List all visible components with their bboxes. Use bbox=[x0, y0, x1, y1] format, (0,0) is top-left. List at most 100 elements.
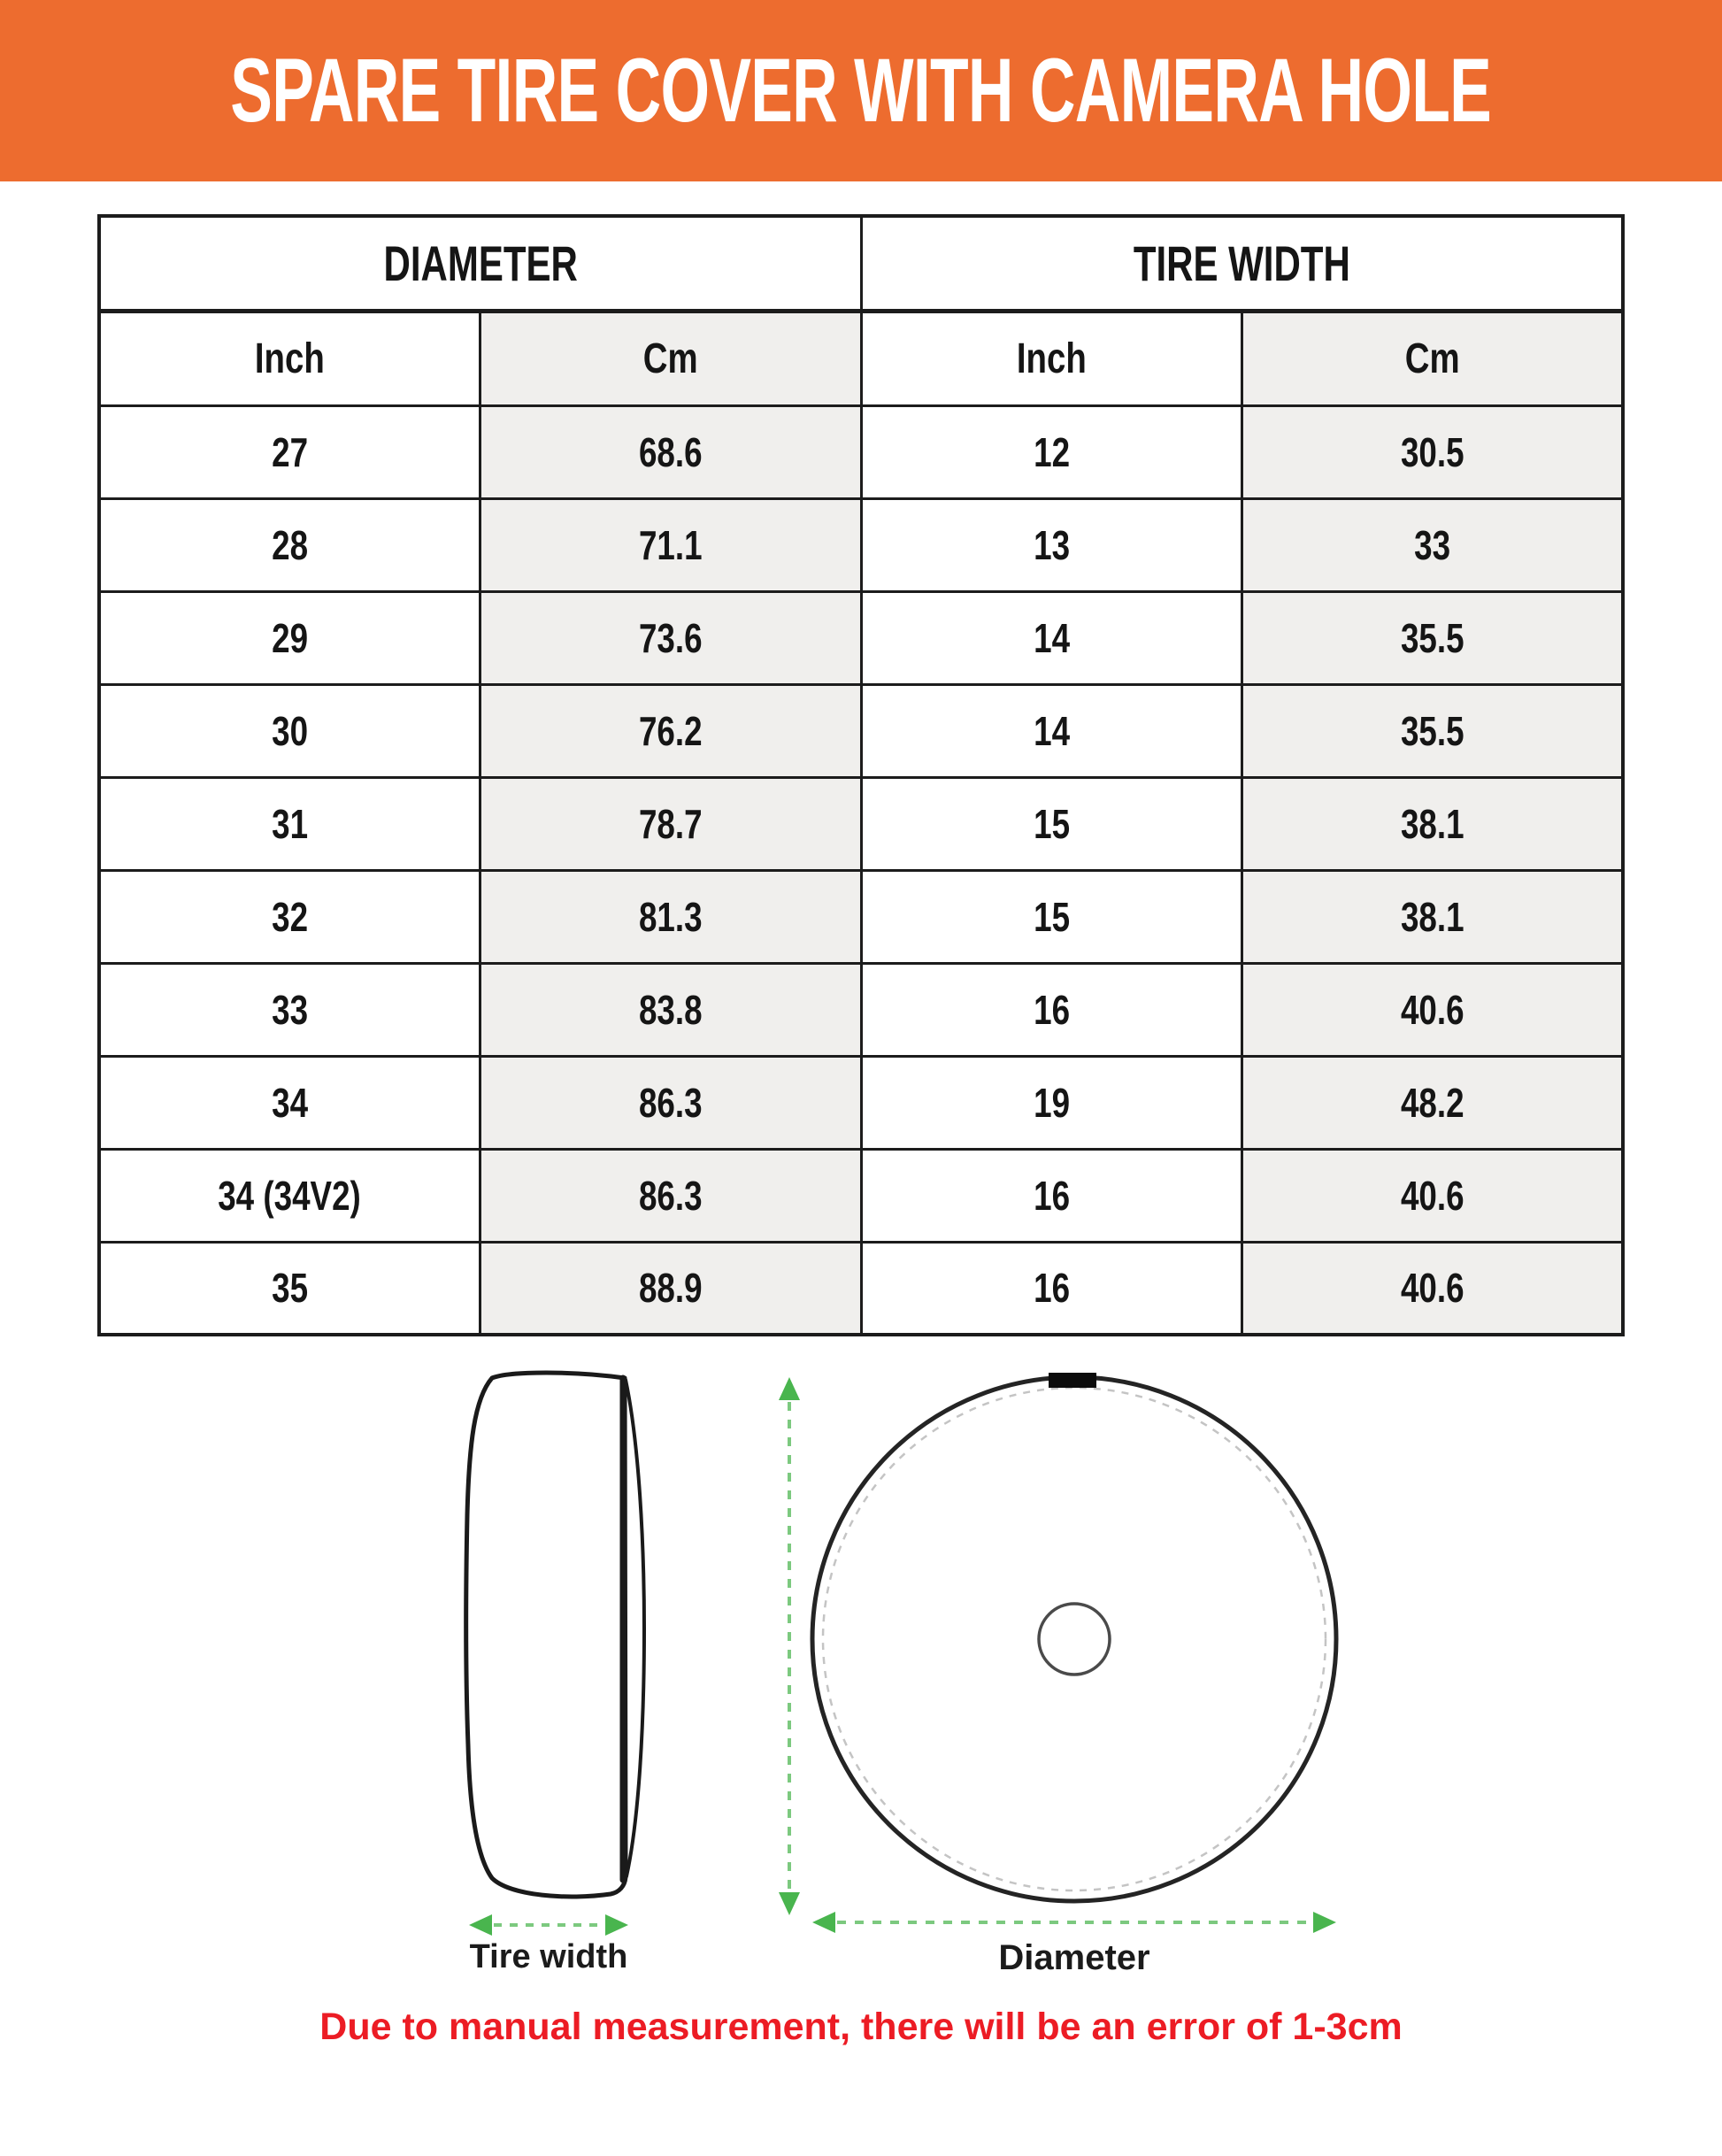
table-cell-value: 38.1 bbox=[1400, 800, 1464, 847]
table-cell: 30 bbox=[97, 682, 481, 779]
table-cell-value: 35 bbox=[272, 1265, 308, 1312]
table-cell-value: 30 bbox=[272, 707, 308, 754]
table-cell-value: 16 bbox=[1033, 986, 1070, 1033]
table-cell: 83.8 bbox=[479, 961, 863, 1058]
diameter-group-label: DIAMETER bbox=[383, 235, 578, 291]
table-group-header-row: DIAMETER TIRE WIDTH bbox=[97, 214, 1625, 313]
table-cell: 38.1 bbox=[1241, 868, 1625, 965]
table-cell-value: 40.6 bbox=[1400, 1172, 1464, 1219]
table-cell-value: 78.7 bbox=[638, 800, 703, 847]
table-cell: 33 bbox=[1241, 497, 1625, 593]
table-row: 28 71.1 13 33 bbox=[97, 497, 1625, 593]
table-cell-value: 32 bbox=[272, 893, 308, 940]
table-row: 34 (34V2) 86.3 16 40.6 bbox=[97, 1147, 1625, 1244]
tire-width-group-header: TIRE WIDTH bbox=[859, 214, 1625, 313]
table-cell-value: 14 bbox=[1033, 707, 1070, 754]
diameter-inch-header: Inch bbox=[97, 309, 481, 407]
table-cell: 71.1 bbox=[479, 497, 863, 593]
table-cell-value: 34 bbox=[272, 1079, 308, 1126]
table-cell-value: 14 bbox=[1033, 614, 1070, 661]
table-cell: 13 bbox=[859, 497, 1243, 593]
table-cell: 86.3 bbox=[479, 1054, 863, 1151]
tire-inner-dashed-circle bbox=[821, 1386, 1327, 1892]
table-cell-value: 71.1 bbox=[638, 521, 703, 568]
tire-side-view bbox=[464, 1370, 646, 1899]
measurement-diagram: Tire width Diameter Due to manual measur… bbox=[0, 1336, 1722, 2096]
table-cell: 86.3 bbox=[479, 1147, 863, 1244]
camera-hole-icon bbox=[1037, 1602, 1111, 1676]
table-cell: 34 (34V2) bbox=[97, 1147, 481, 1244]
table-cell: 73.6 bbox=[479, 589, 863, 686]
table-row: 34 86.3 19 48.2 bbox=[97, 1054, 1625, 1151]
table-row: 33 83.8 16 40.6 bbox=[97, 961, 1625, 1058]
table-cell: 38.1 bbox=[1241, 775, 1625, 872]
tire-width-label: Tire width bbox=[469, 1938, 628, 1975]
table-cell: 35.5 bbox=[1241, 682, 1625, 779]
table-cell: 28 bbox=[97, 497, 481, 593]
diameter-label: Diameter bbox=[998, 1938, 1150, 1977]
table-cell: 35.5 bbox=[1241, 589, 1625, 686]
table-cell: 16 bbox=[859, 1147, 1243, 1244]
header-banner: SPARE TIRE COVER WITH CAMERA HOLE bbox=[0, 0, 1722, 181]
measurement-error-note: Due to manual measurement, there will be… bbox=[319, 2006, 1403, 2048]
tire-edge-bulge bbox=[624, 1378, 646, 1878]
table-cell: 15 bbox=[859, 868, 1243, 965]
top-strap-marker bbox=[1049, 1373, 1096, 1388]
table-body: 27 68.6 12 30.5 28 71.1 13 33 29 73.6 14 35.5 30 76.2… bbox=[97, 404, 1625, 1336]
table-cell: 15 bbox=[859, 775, 1243, 872]
table-cell-value: 27 bbox=[272, 428, 308, 475]
table-cell: 19 bbox=[859, 1054, 1243, 1151]
table-cell-value: 34 (34V2) bbox=[218, 1172, 362, 1219]
table-cell: 12 bbox=[859, 404, 1243, 500]
table-row: 32 81.3 15 38.1 bbox=[97, 868, 1625, 965]
table-cell: 81.3 bbox=[479, 868, 863, 965]
table-cell-value: 15 bbox=[1033, 893, 1070, 940]
table-cell: 30.5 bbox=[1241, 404, 1625, 500]
table-cell-value: 35.5 bbox=[1400, 707, 1464, 754]
page-title: SPARE TIRE COVER WITH CAMERA HOLE bbox=[230, 40, 1492, 141]
table-cell: 68.6 bbox=[479, 404, 863, 500]
table-row: 27 68.6 12 30.5 bbox=[97, 404, 1625, 500]
table-cell-value: 83.8 bbox=[638, 986, 703, 1033]
table-cell: 16 bbox=[859, 1240, 1243, 1336]
table-cell: 29 bbox=[97, 589, 481, 686]
table-cell: 34 bbox=[97, 1054, 481, 1151]
table-cell: 40.6 bbox=[1241, 1240, 1625, 1336]
table-cell-value: 30.5 bbox=[1400, 428, 1464, 475]
table-cell-value: 33 bbox=[1414, 521, 1450, 568]
tire-width-cm-header: Cm bbox=[1241, 309, 1625, 407]
table-cell: 16 bbox=[859, 961, 1243, 1058]
table-cell-value: 12 bbox=[1033, 428, 1070, 475]
tire-width-inch-header: Inch bbox=[859, 309, 1243, 407]
table-cell: 78.7 bbox=[479, 775, 863, 872]
table-cell-value: 40.6 bbox=[1400, 1265, 1464, 1312]
diameter-arrow bbox=[812, 1912, 1336, 1933]
table-cell: 40.6 bbox=[1241, 961, 1625, 1058]
table-cell-value: 16 bbox=[1033, 1172, 1070, 1219]
table-cell: 88.9 bbox=[479, 1240, 863, 1336]
table-cell-value: 68.6 bbox=[638, 428, 703, 475]
table-cell-value: 38.1 bbox=[1400, 893, 1464, 940]
table-row: 29 73.6 14 35.5 bbox=[97, 589, 1625, 686]
table-cell: 33 bbox=[97, 961, 481, 1058]
size-chart-table: DIAMETER TIRE WIDTH Inch Cm Inch Cm 27 68… bbox=[97, 214, 1625, 1336]
table-cell-value: 13 bbox=[1033, 521, 1070, 568]
table-row: 35 88.9 16 40.6 bbox=[97, 1240, 1625, 1336]
table-cell-value: 15 bbox=[1033, 800, 1070, 847]
tire-front-view bbox=[810, 1373, 1339, 1904]
table-cell-value: 86.3 bbox=[638, 1172, 703, 1219]
diameter-group-header: DIAMETER bbox=[97, 214, 863, 313]
table-cell-value: 81.3 bbox=[638, 893, 703, 940]
table-cell-value: 76.2 bbox=[638, 707, 703, 754]
diagram-canvas bbox=[464, 1370, 1339, 1936]
table-cell-value: 35.5 bbox=[1400, 614, 1464, 661]
table-cell-value: 40.6 bbox=[1400, 986, 1464, 1033]
table-row: 31 78.7 15 38.1 bbox=[97, 775, 1625, 872]
table-cell: 31 bbox=[97, 775, 481, 872]
table-cell: 48.2 bbox=[1241, 1054, 1625, 1151]
vertical-diameter-arrow bbox=[779, 1377, 800, 1915]
table-cell: 40.6 bbox=[1241, 1147, 1625, 1244]
table-cell: 32 bbox=[97, 868, 481, 965]
table-cell-value: 73.6 bbox=[638, 614, 703, 661]
tire-width-group-label: TIRE WIDTH bbox=[1133, 235, 1350, 291]
